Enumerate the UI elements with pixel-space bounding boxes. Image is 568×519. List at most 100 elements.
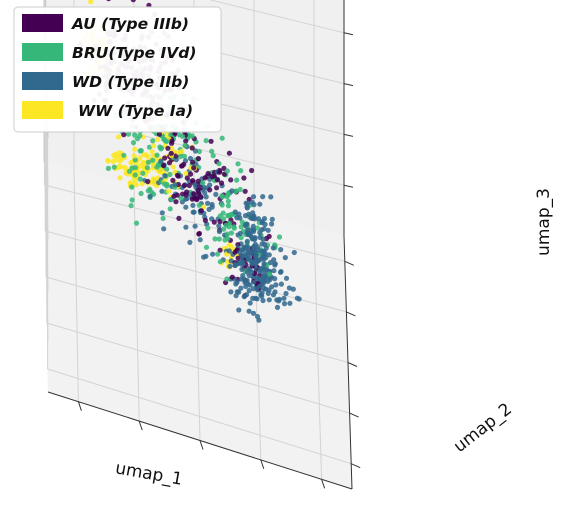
scatter-point (196, 191, 202, 197)
scatter-point (274, 304, 281, 310)
floor-grid-y (45, 276, 349, 363)
scatter-point (238, 235, 244, 241)
scatter-point (247, 300, 253, 306)
legend-label-bru: BRU(Type IVd) (72, 44, 196, 62)
scatter-point (182, 142, 188, 149)
left-grid-z (43, 111, 49, 342)
scatter-point (287, 300, 293, 306)
floor-grid-y (44, 184, 345, 262)
scatter-point (252, 241, 258, 247)
scatter-point (196, 148, 202, 155)
scatter-point (203, 138, 209, 144)
scatter-point (231, 224, 237, 230)
z-axis-tick (343, 184, 354, 188)
scatter-point (269, 216, 275, 222)
scatter-point (242, 188, 248, 194)
x-axis-tick (260, 459, 265, 470)
scatter-point (205, 225, 211, 231)
scatter-point (260, 194, 266, 200)
scatter-point (209, 174, 215, 180)
scatter-point (286, 285, 292, 291)
scatter-point (244, 243, 250, 249)
z-axis-tick (343, 133, 354, 137)
scatter-point (216, 236, 222, 242)
scatter-point (254, 225, 261, 231)
scatter-point (147, 193, 153, 199)
scatter-point (117, 158, 123, 164)
legend-swatch-bru (22, 43, 63, 61)
scatter-point (179, 133, 186, 139)
scatter-point (239, 266, 245, 272)
y-axis-tick (350, 463, 361, 469)
scatter-point (202, 217, 208, 223)
scatter-point (267, 277, 273, 283)
scatter-point (265, 290, 271, 296)
scatter-point (130, 0, 136, 3)
scatter-point (192, 182, 198, 188)
scatter-point (189, 133, 195, 139)
scatter-point (178, 195, 184, 201)
scatter-point (251, 245, 257, 251)
scatter-point (198, 208, 204, 214)
scatter-point (282, 255, 288, 261)
scatter-point (270, 292, 277, 298)
scatter-point (241, 294, 247, 300)
scatter-point (158, 158, 164, 164)
scatter-point (208, 138, 214, 144)
scatter-point (169, 145, 175, 151)
legend-label-ww: WW (Type Ia) (78, 102, 193, 120)
scatter-point (233, 281, 239, 287)
scatter-point (161, 162, 167, 169)
scatter-point (139, 181, 145, 187)
scatter-point (165, 145, 171, 151)
scatter-point (111, 164, 117, 170)
scatter-point (269, 284, 275, 290)
scatter-point (128, 203, 134, 209)
scatter-point (183, 138, 189, 144)
scatter-point (105, 165, 111, 171)
scatter-point (242, 222, 248, 228)
y-axis-label: umap_2 (450, 399, 516, 457)
scatter-point (257, 230, 263, 236)
scatter-point (189, 145, 195, 151)
scatter-point (196, 202, 202, 208)
scatter-point (196, 230, 202, 237)
scatter-point (257, 266, 264, 272)
scatter-point (221, 216, 227, 222)
x-axis-tick (77, 401, 82, 411)
scatter-point (190, 202, 196, 208)
scatter-point (233, 293, 239, 299)
scatter-point (217, 259, 223, 265)
scatter-point (270, 245, 276, 251)
scatter-point (212, 236, 218, 242)
scatter-point (146, 144, 153, 150)
scatter-point (232, 209, 238, 215)
legend-box (13, 6, 222, 133)
scatter-point (128, 160, 134, 166)
scatter-point (174, 192, 180, 198)
scatter-point (161, 181, 168, 187)
y-axis-tick (349, 412, 359, 418)
scatter-point (227, 263, 233, 269)
scatter-point (237, 249, 243, 256)
scatter-point (195, 178, 201, 184)
scatter-point (291, 249, 297, 256)
scatter-point (160, 215, 166, 221)
scatter-point (145, 188, 151, 194)
scatter-point (253, 253, 259, 259)
scatter-point (262, 266, 268, 272)
scatter-point (219, 194, 226, 200)
scatter-point (237, 186, 243, 193)
scatter-point (261, 216, 268, 222)
scatter-point (243, 283, 249, 289)
scatter-point (213, 191, 219, 197)
scatter-point (246, 287, 252, 294)
scatter-point (238, 224, 244, 230)
scatter-point (205, 170, 211, 177)
scatter-point (281, 295, 287, 301)
legend-label-au: AU (Type IIIb) (71, 15, 189, 33)
scatter-point (225, 236, 231, 242)
scatter-point (195, 156, 201, 162)
scatter-point (266, 297, 272, 303)
